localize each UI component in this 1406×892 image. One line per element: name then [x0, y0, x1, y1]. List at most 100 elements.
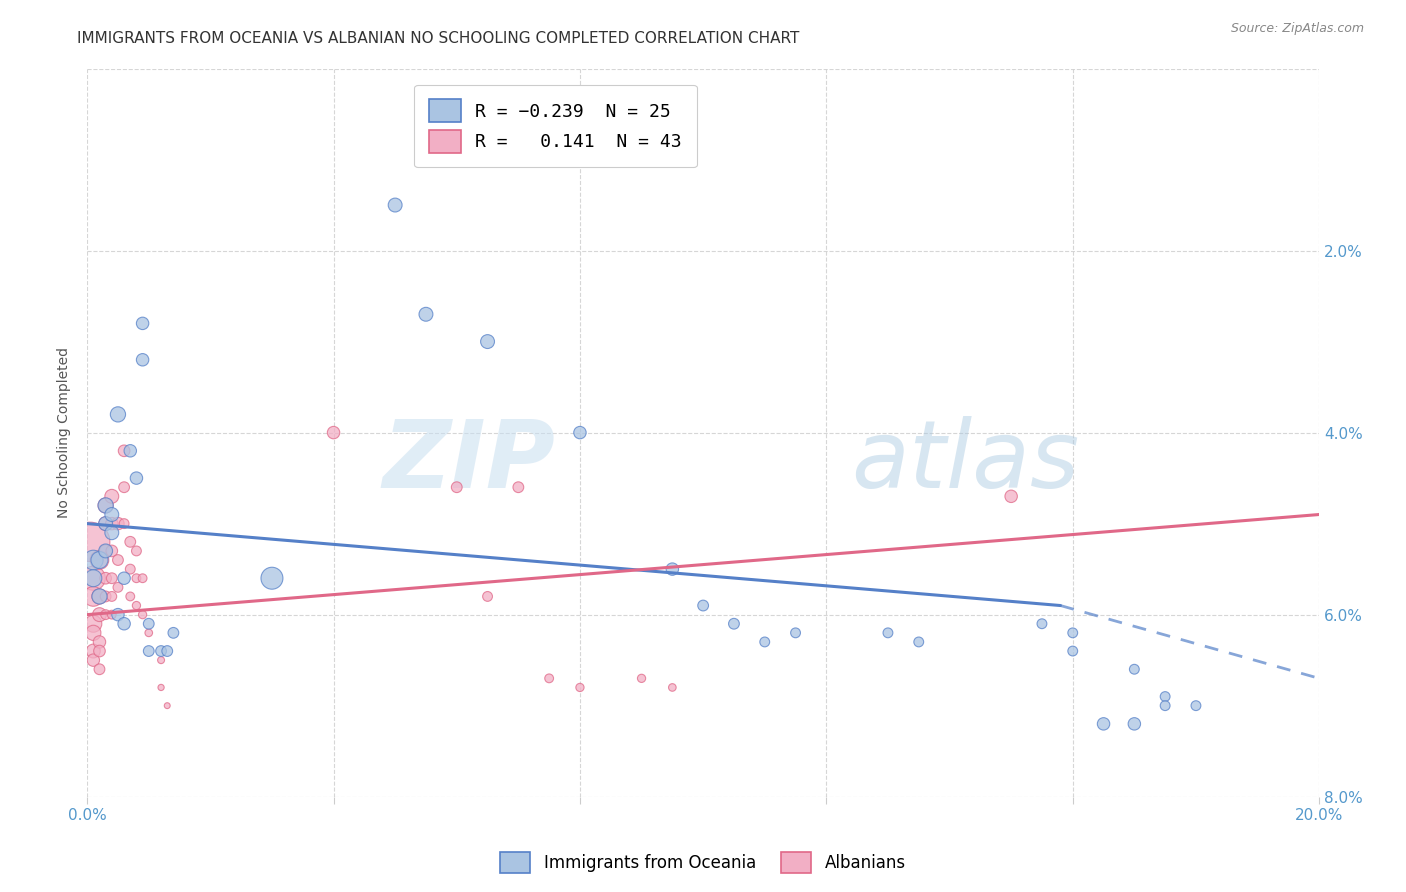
Text: atlas: atlas: [851, 417, 1080, 508]
Point: [120, 443, 142, 458]
Point: [101, 525, 124, 540]
Point: [1092, 717, 1115, 731]
Point: [107, 553, 129, 567]
Point: [156, 644, 179, 658]
Point: [82, 553, 104, 567]
Point: [89, 590, 111, 604]
Point: [107, 580, 129, 594]
Point: [568, 425, 591, 440]
Legend: R = −0.239  N = 25, R =   0.141  N = 43: R = −0.239 N = 25, R = 0.141 N = 43: [415, 85, 696, 168]
Point: [101, 508, 124, 522]
Point: [94, 499, 117, 513]
Point: [120, 590, 142, 604]
Point: [138, 616, 160, 631]
Point: [1000, 489, 1022, 503]
Point: [112, 443, 135, 458]
Point: [94, 571, 117, 585]
Point: [89, 553, 111, 567]
Point: [1123, 662, 1146, 676]
Point: [82, 616, 104, 631]
Point: [1062, 644, 1084, 658]
Legend: Immigrants from Oceania, Albanians: Immigrants from Oceania, Albanians: [494, 846, 912, 880]
Point: [112, 571, 135, 585]
Point: [692, 599, 714, 613]
Point: [94, 516, 117, 531]
Point: [120, 534, 142, 549]
Point: [107, 516, 129, 531]
Point: [384, 198, 406, 212]
Point: [150, 644, 173, 658]
Point: [131, 607, 153, 622]
Point: [907, 635, 929, 649]
Point: [477, 334, 499, 349]
Point: [101, 571, 124, 585]
Point: [150, 681, 173, 695]
Point: [661, 681, 683, 695]
Point: [82, 625, 104, 640]
Point: [82, 571, 104, 585]
Point: [101, 516, 124, 531]
Point: [94, 590, 117, 604]
Point: [1062, 625, 1084, 640]
Point: [162, 625, 184, 640]
Point: [630, 671, 652, 685]
Point: [120, 562, 142, 576]
Point: [138, 644, 160, 658]
Point: [477, 590, 499, 604]
Point: [754, 635, 776, 649]
Point: [101, 489, 124, 503]
Point: [661, 562, 683, 576]
Point: [94, 499, 117, 513]
Point: [322, 425, 344, 440]
Point: [1123, 717, 1146, 731]
Point: [785, 625, 807, 640]
Point: [150, 653, 173, 667]
Point: [79, 534, 101, 549]
Point: [446, 480, 468, 494]
Point: [107, 408, 129, 422]
Point: [89, 590, 111, 604]
Point: [131, 317, 153, 331]
Point: [568, 681, 591, 695]
Point: [112, 516, 135, 531]
Point: [112, 616, 135, 631]
Point: [723, 616, 745, 631]
Point: [82, 590, 104, 604]
Point: [125, 544, 148, 558]
Point: [1154, 690, 1177, 704]
Point: [538, 671, 561, 685]
Point: [89, 635, 111, 649]
Point: [107, 607, 129, 622]
Point: [508, 480, 530, 494]
Point: [125, 471, 148, 485]
Point: [82, 653, 104, 667]
Text: Source: ZipAtlas.com: Source: ZipAtlas.com: [1230, 22, 1364, 36]
Point: [138, 625, 160, 640]
Point: [260, 571, 283, 585]
Point: [82, 644, 104, 658]
Point: [89, 607, 111, 622]
Point: [125, 599, 148, 613]
Point: [94, 544, 117, 558]
Point: [94, 544, 117, 558]
Point: [94, 607, 117, 622]
Point: [89, 644, 111, 658]
Point: [415, 307, 437, 321]
Point: [1031, 616, 1053, 631]
Point: [156, 698, 179, 713]
Y-axis label: No Schooling Completed: No Schooling Completed: [58, 347, 72, 518]
Point: [101, 607, 124, 622]
Point: [89, 553, 111, 567]
Point: [101, 590, 124, 604]
Point: [89, 662, 111, 676]
Point: [131, 352, 153, 367]
Point: [877, 625, 900, 640]
Point: [101, 544, 124, 558]
Point: [125, 571, 148, 585]
Text: IMMIGRANTS FROM OCEANIA VS ALBANIAN NO SCHOOLING COMPLETED CORRELATION CHART: IMMIGRANTS FROM OCEANIA VS ALBANIAN NO S…: [77, 31, 800, 46]
Text: ZIP: ZIP: [382, 416, 555, 508]
Point: [131, 571, 153, 585]
Point: [1185, 698, 1208, 713]
Point: [112, 480, 135, 494]
Point: [82, 571, 104, 585]
